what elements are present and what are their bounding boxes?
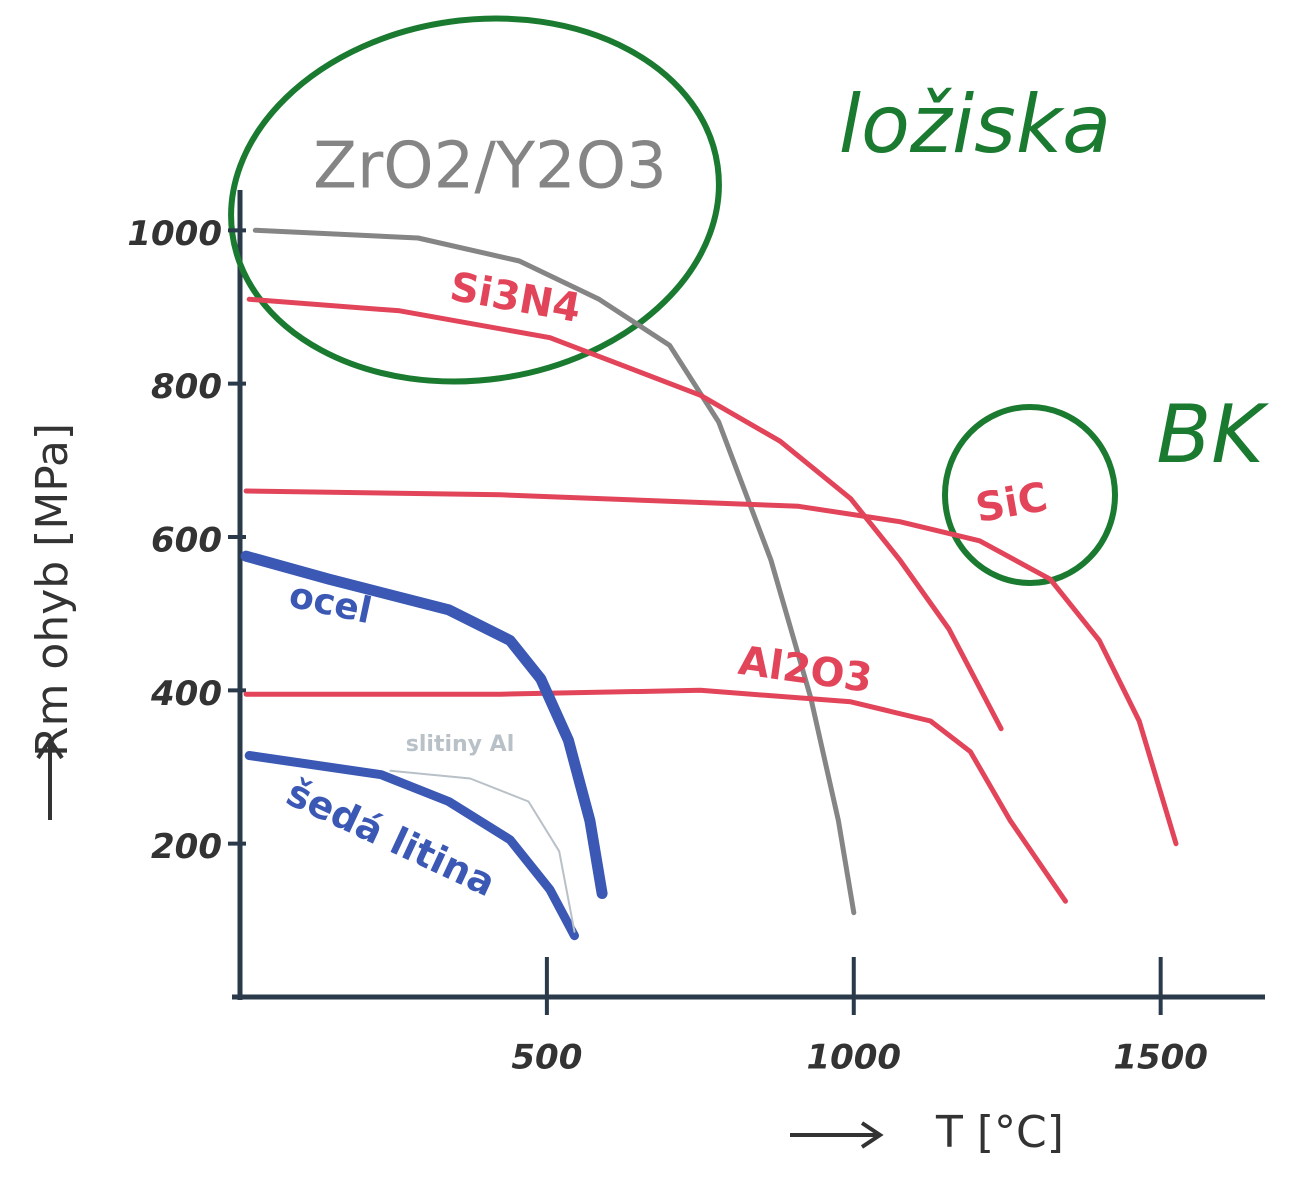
annotation: ložiska [839,78,1111,171]
series-line [249,299,1001,728]
y-tick-label: 1000 [127,214,222,254]
x-tick-label: 1000 [806,1038,901,1078]
y-axis-label: Rm ohyb [MPa] [27,423,78,757]
series-label: ZrO2/Y2O3 [313,130,667,204]
x-tick-label: 1500 [1113,1038,1208,1078]
highlight-circle [207,0,742,412]
y-tick-label: 400 [150,674,222,714]
x-axis-label: T [°C] [935,1107,1064,1158]
y-tick-label: 800 [151,367,222,407]
series-label: slitiny Al [406,732,514,757]
chart: T [°C] Rm ohyb [MPa] ložiska BK 500 1000 1… [0,0,1307,1179]
series-line [246,690,1065,901]
series-label: SiC [972,474,1051,532]
series-line [246,491,1176,844]
annotation: BK [1156,388,1269,481]
x-arrow [790,1123,880,1147]
x-tick-label: 500 [511,1038,582,1078]
y-tick-label: 600 [151,521,222,561]
y-tick-label: 200 [151,827,222,867]
series-label: šedá litina [280,770,502,905]
